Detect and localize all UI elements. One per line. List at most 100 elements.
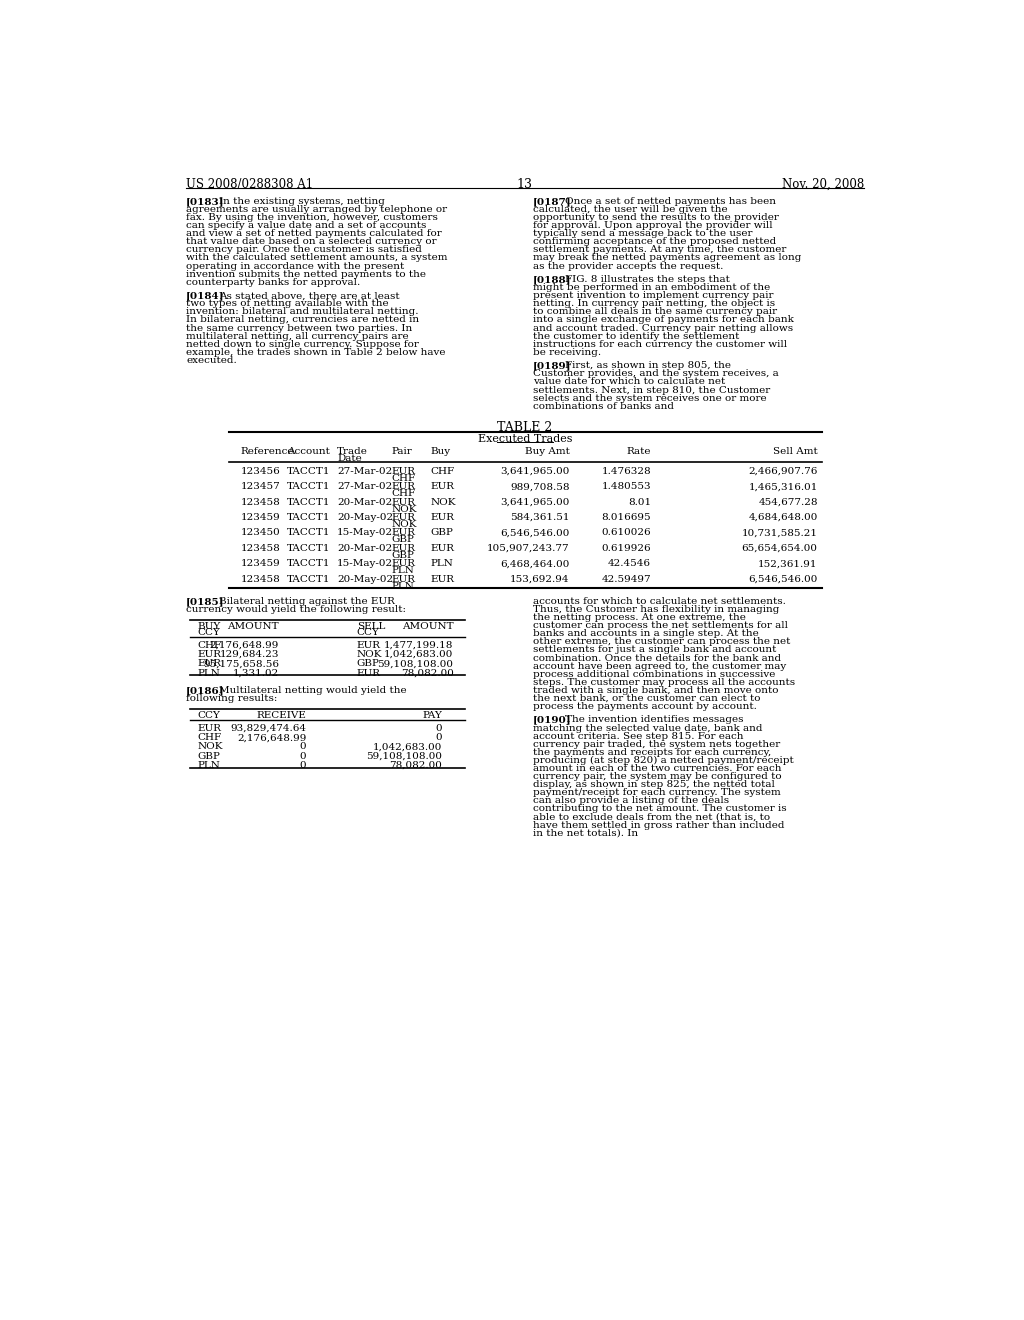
Text: 129,684.23: 129,684.23 xyxy=(219,649,280,659)
Text: Once a set of netted payments has been: Once a set of netted payments has been xyxy=(565,197,776,206)
Text: EUR: EUR xyxy=(198,649,222,659)
Text: EUR: EUR xyxy=(356,640,381,649)
Text: accounts for which to calculate net settlements.: accounts for which to calculate net sett… xyxy=(532,597,785,606)
Text: combinations of banks and: combinations of banks and xyxy=(532,401,674,411)
Text: 78,082.00: 78,082.00 xyxy=(400,668,454,677)
Text: EUR: EUR xyxy=(391,574,416,583)
Text: might be performed in an embodiment of the: might be performed in an embodiment of t… xyxy=(532,284,770,292)
Text: 0: 0 xyxy=(435,733,442,742)
Text: in the net totals). In: in the net totals). In xyxy=(532,829,638,838)
Text: CHF: CHF xyxy=(391,474,416,483)
Text: 123450: 123450 xyxy=(241,528,281,537)
Text: NOK: NOK xyxy=(391,520,417,529)
Text: 1.480553: 1.480553 xyxy=(601,482,651,491)
Text: NOK: NOK xyxy=(391,504,417,513)
Text: 1,331.02: 1,331.02 xyxy=(232,668,280,677)
Text: Rate: Rate xyxy=(627,446,651,455)
Text: fax. By using the invention, however, customers: fax. By using the invention, however, cu… xyxy=(186,213,438,222)
Text: Reference: Reference xyxy=(241,446,294,455)
Text: with the calculated settlement amounts, a system: with the calculated settlement amounts, … xyxy=(186,253,447,263)
Text: [0186]: [0186] xyxy=(186,686,224,696)
Text: combination. Once the details for the bank and: combination. Once the details for the ba… xyxy=(532,653,780,663)
Text: 123458: 123458 xyxy=(241,498,281,507)
Text: First, as shown in step 805, the: First, as shown in step 805, the xyxy=(565,362,731,371)
Text: PLN: PLN xyxy=(391,582,415,590)
Text: and account traded. Currency pair netting allows: and account traded. Currency pair nettin… xyxy=(532,323,793,333)
Text: TACCT1: TACCT1 xyxy=(287,544,331,553)
Text: 4,684,648.00: 4,684,648.00 xyxy=(749,513,818,521)
Text: netting. In currency pair netting, the object is: netting. In currency pair netting, the o… xyxy=(532,300,775,309)
Text: 27-Mar-02: 27-Mar-02 xyxy=(337,482,392,491)
Text: GBP: GBP xyxy=(198,751,220,760)
Text: CCY: CCY xyxy=(356,628,380,638)
Text: 454,677.28: 454,677.28 xyxy=(758,498,818,507)
Text: NOK: NOK xyxy=(356,649,382,659)
Text: can also provide a listing of the deals: can also provide a listing of the deals xyxy=(532,796,729,805)
Text: 105,907,243.77: 105,907,243.77 xyxy=(487,544,569,553)
Text: 15-May-02: 15-May-02 xyxy=(337,560,393,568)
Text: 1,477,199.18: 1,477,199.18 xyxy=(384,640,454,649)
Text: CCY: CCY xyxy=(198,711,220,719)
Text: 20-Mar-02: 20-Mar-02 xyxy=(337,498,392,507)
Text: 2,176,648.99: 2,176,648.99 xyxy=(237,733,306,742)
Text: as the provider accepts the request.: as the provider accepts the request. xyxy=(532,261,723,271)
Text: payment/receipt for each currency. The system: payment/receipt for each currency. The s… xyxy=(532,788,780,797)
Text: two types of netting available with the: two types of netting available with the xyxy=(186,300,389,309)
Text: settlements. Next, in step 810, the Customer: settlements. Next, in step 810, the Cust… xyxy=(532,385,770,395)
Text: 584,361.51: 584,361.51 xyxy=(510,513,569,521)
Text: EUR: EUR xyxy=(391,513,416,521)
Text: 123456: 123456 xyxy=(241,467,281,475)
Text: opportunity to send the results to the provider: opportunity to send the results to the p… xyxy=(532,213,778,222)
Text: EUR: EUR xyxy=(430,513,455,521)
Text: EUR: EUR xyxy=(391,498,416,507)
Text: display, as shown in step 825, the netted total: display, as shown in step 825, the nette… xyxy=(532,780,774,789)
Text: 0: 0 xyxy=(300,742,306,751)
Text: 123459: 123459 xyxy=(241,560,281,568)
Text: amount in each of the two currencies. For each: amount in each of the two currencies. Fo… xyxy=(532,764,781,774)
Text: operating in accordance with the present: operating in accordance with the present xyxy=(186,261,404,271)
Text: the customer to identify the settlement: the customer to identify the settlement xyxy=(532,331,739,341)
Text: 20-May-02: 20-May-02 xyxy=(337,513,393,521)
Text: 1,042,683.00: 1,042,683.00 xyxy=(373,742,442,751)
Text: that value date based on a selected currency or: that value date based on a selected curr… xyxy=(186,238,437,247)
Text: EUR: EUR xyxy=(430,544,455,553)
Text: 27-Mar-02: 27-Mar-02 xyxy=(337,467,392,475)
Text: GBP: GBP xyxy=(356,659,380,668)
Text: TACCT1: TACCT1 xyxy=(287,482,331,491)
Text: [0190]: [0190] xyxy=(532,715,571,725)
Text: 0: 0 xyxy=(300,751,306,760)
Text: 3,641,965.00: 3,641,965.00 xyxy=(501,467,569,475)
Text: into a single exchange of payments for each bank: into a single exchange of payments for e… xyxy=(532,315,794,325)
Text: 0.619926: 0.619926 xyxy=(601,544,651,553)
Text: TACCT1: TACCT1 xyxy=(287,560,331,568)
Text: [0189]: [0189] xyxy=(532,362,571,371)
Text: RECEIVE: RECEIVE xyxy=(256,711,306,719)
Text: 1.476328: 1.476328 xyxy=(601,467,651,475)
Text: account criteria. See step 815. For each: account criteria. See step 815. For each xyxy=(532,731,743,741)
Text: multilateral netting, all currency pairs are: multilateral netting, all currency pairs… xyxy=(186,331,409,341)
Text: 989,708.58: 989,708.58 xyxy=(510,482,569,491)
Text: be receiving.: be receiving. xyxy=(532,348,601,356)
Text: [0184]: [0184] xyxy=(186,292,224,300)
Text: able to exclude deals from the net (that is, to: able to exclude deals from the net (that… xyxy=(532,813,770,821)
Text: [0185]: [0185] xyxy=(186,597,224,606)
Text: FIG. 8 illustrates the steps that: FIG. 8 illustrates the steps that xyxy=(565,275,730,284)
Text: 6,546,546.00: 6,546,546.00 xyxy=(749,574,818,583)
Text: currency pair traded, the system nets together: currency pair traded, the system nets to… xyxy=(532,739,780,748)
Text: example, the trades shown in Table 2 below have: example, the trades shown in Table 2 bel… xyxy=(186,348,445,356)
Text: [0183]: [0183] xyxy=(186,197,224,206)
Text: 65,654,654.00: 65,654,654.00 xyxy=(741,544,818,553)
Text: Trade: Trade xyxy=(337,446,368,455)
Text: may break the netted payments agreement as long: may break the netted payments agreement … xyxy=(532,253,801,263)
Text: 153,692.94: 153,692.94 xyxy=(510,574,569,583)
Text: following results:: following results: xyxy=(186,694,278,704)
Text: 42.4546: 42.4546 xyxy=(608,560,651,568)
Text: invention: bilateral and multilateral netting.: invention: bilateral and multilateral ne… xyxy=(186,308,419,317)
Text: CCY: CCY xyxy=(198,628,220,638)
Text: EUR: EUR xyxy=(391,467,416,475)
Text: EUR: EUR xyxy=(198,659,222,668)
Text: PAY: PAY xyxy=(422,711,442,719)
Text: EUR: EUR xyxy=(391,544,416,553)
Text: AMOUNT: AMOUNT xyxy=(401,622,454,631)
Text: In the existing systems, netting: In the existing systems, netting xyxy=(219,197,385,206)
